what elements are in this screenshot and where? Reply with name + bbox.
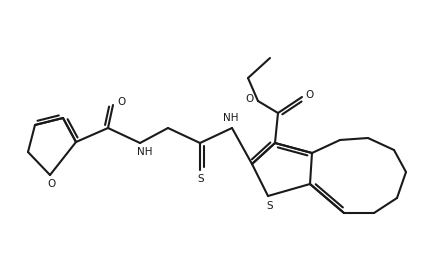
Text: O: O [306, 90, 314, 100]
Text: O: O [246, 94, 254, 104]
Text: O: O [117, 97, 125, 107]
Text: S: S [198, 174, 204, 184]
Text: NH: NH [137, 147, 153, 157]
Text: S: S [267, 201, 273, 211]
Text: NH: NH [223, 113, 239, 123]
Text: O: O [48, 179, 56, 189]
